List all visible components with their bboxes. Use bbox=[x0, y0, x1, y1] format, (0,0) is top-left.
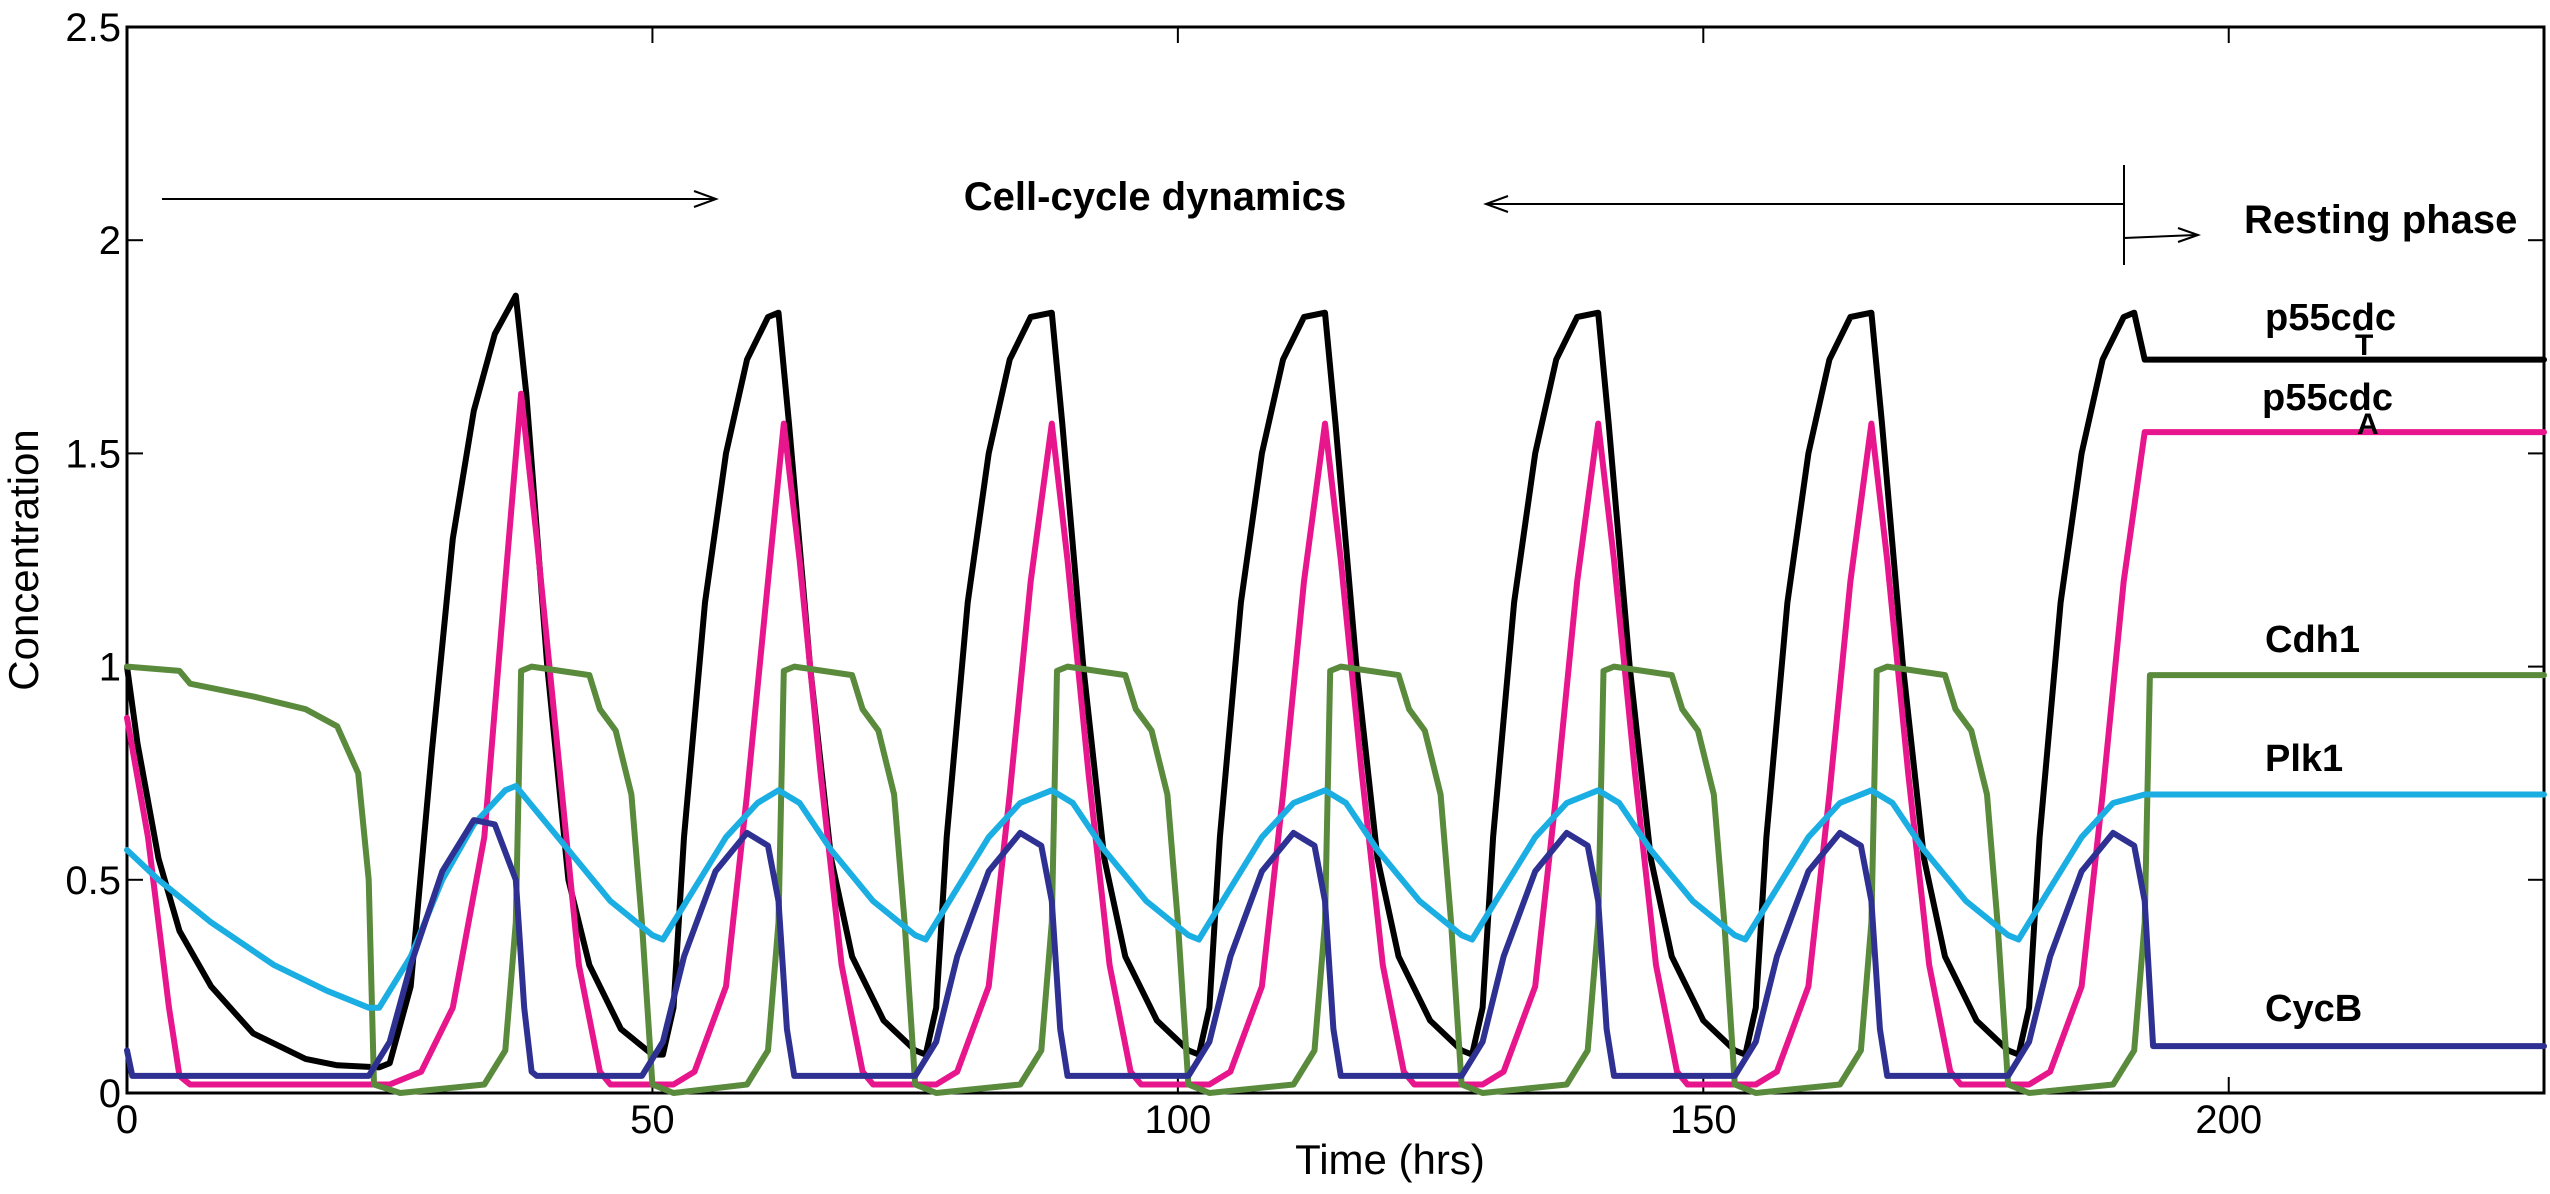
series-labels: p55cdc T p55cdc A Cdh1 Plk1 CycB bbox=[2262, 297, 2396, 1030]
cell-cycle-label: Cell-cycle dynamics bbox=[964, 175, 1346, 219]
x-tick-label-4: 200 bbox=[2195, 1098, 2262, 1142]
x-tick-label-1: 50 bbox=[630, 1098, 675, 1142]
arrow-right-head bbox=[693, 190, 719, 208]
series-line-p55T bbox=[124, 292, 2547, 1071]
y-tick-label-1: 0.5 bbox=[65, 859, 121, 903]
arrow-resting-head bbox=[2177, 227, 2202, 243]
series-line-p55A bbox=[124, 390, 2547, 1088]
label-plk1: Plk1 bbox=[2265, 738, 2343, 780]
label-cycb: CycB bbox=[2265, 988, 2362, 1030]
axis-ticks: 0 50 100 150 200 0 0.5 1 1.5 2 2.5 bbox=[65, 6, 2544, 1142]
x-tick-label-0: 0 bbox=[116, 1098, 138, 1142]
series-line-cycb bbox=[124, 817, 2547, 1079]
y-axis-title: Concentration bbox=[0, 429, 47, 691]
series-line-cdh1 bbox=[124, 663, 2547, 1096]
resting-phase-label: Resting phase bbox=[2244, 198, 2517, 242]
label-cdh1: Cdh1 bbox=[2265, 619, 2360, 661]
label-p55cdc-a: p55cdc bbox=[2262, 377, 2393, 419]
y-tick-label-4: 2 bbox=[99, 219, 121, 263]
arrow-resting-line bbox=[2123, 234, 2197, 239]
series-line-plk1 bbox=[124, 783, 2547, 1011]
cell-cycle-annotation: Cell-cycle dynamics Resting phase bbox=[162, 165, 2517, 265]
y-tick-label-0: 0 bbox=[99, 1072, 121, 1116]
series-lines bbox=[124, 292, 2547, 1096]
label-p55cdc-t-sub: T bbox=[2355, 329, 2373, 362]
y-tick-label-5: 2.5 bbox=[65, 6, 121, 50]
x-tick-label-3: 150 bbox=[1670, 1098, 1737, 1142]
x-axis-title: Time (hrs) bbox=[1295, 1136, 1485, 1183]
label-p55cdc-t: p55cdc bbox=[2265, 297, 2396, 339]
label-p55cdc-a-sub: A bbox=[2357, 408, 2379, 441]
arrow-left-head bbox=[1483, 195, 1509, 213]
y-tick-label-2: 1 bbox=[99, 646, 121, 690]
plot-frame bbox=[125, 25, 2546, 1095]
y-tick-label-3: 1.5 bbox=[65, 432, 121, 476]
x-tick-label-2: 100 bbox=[1144, 1098, 1211, 1142]
